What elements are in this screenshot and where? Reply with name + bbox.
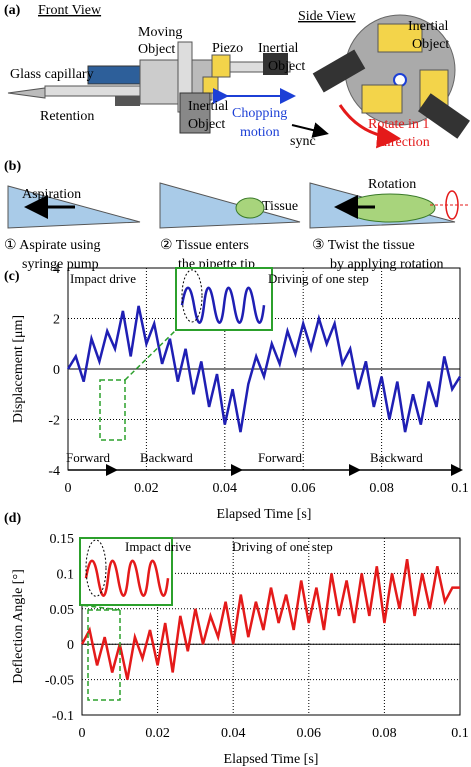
label: Piezo [212, 41, 243, 56]
y-tick-label: -0.1 [52, 709, 74, 724]
x-tick-label: 0.02 [145, 726, 170, 741]
x-tick-label: 0 [65, 481, 72, 496]
label: sync [290, 134, 316, 149]
inset-highlight [181, 269, 203, 323]
x-tick-label: 0.02 [134, 481, 159, 496]
x-tick-label: 0.1 [451, 726, 469, 741]
label: Tissue [262, 199, 298, 214]
caption: syringe pump [22, 257, 99, 272]
label: Object [268, 59, 305, 74]
annotation: Impact drive [70, 271, 136, 286]
annotation: Backward [140, 450, 193, 465]
y-tick-label: 0.05 [50, 603, 75, 618]
label: Rotation [368, 177, 416, 192]
y-tick-label: -2 [48, 414, 60, 429]
caption: ① Aspirate using [4, 238, 101, 253]
y-tick-label: 0.1 [57, 567, 75, 582]
label: Inertial [188, 99, 229, 114]
x-tick-label: 0.06 [297, 726, 322, 741]
panel-a-drawing [7, 14, 470, 149]
x-tick-label: 0 [79, 726, 86, 741]
label: Chopping [232, 106, 287, 121]
caption: ② Tissue enters [160, 238, 249, 253]
panel-label: (c) [4, 269, 20, 284]
label: direction [380, 135, 430, 150]
label: Glass capillary [10, 67, 94, 82]
label: Object [412, 37, 449, 52]
y-tick-label: 4 [53, 262, 60, 277]
panel-label: (a) [4, 3, 21, 18]
zoom-link [79, 604, 121, 611]
y-tick-label: 0.15 [50, 532, 75, 547]
annotation: Forward [258, 450, 303, 465]
annotation: Forward [66, 450, 111, 465]
y-tick-label: 0 [53, 363, 60, 378]
x-tick-label: 0.04 [213, 481, 238, 496]
y-tick-label: -4 [48, 464, 60, 479]
panel-b-drawing [7, 182, 470, 229]
data-line [80, 559, 460, 680]
caption: ③ Twist the tissue [312, 238, 415, 253]
x-tick-label: 0.08 [369, 481, 394, 496]
label: Object [138, 42, 175, 57]
label: Inertial [408, 19, 449, 34]
y-tick-label: 0 [67, 638, 74, 653]
zoom-box [87, 609, 121, 701]
x-axis-label: Elapsed Time [s] [224, 752, 319, 767]
x-axis-label: Elapsed Time [s] [217, 507, 312, 522]
x-tick-label: 0.1 [451, 481, 469, 496]
panel-a-text: (a) Front View Side View Moving Object P… [4, 3, 449, 150]
label: Object [188, 117, 225, 132]
y-tick-label: 2 [53, 313, 60, 328]
panel-label: (b) [4, 159, 21, 174]
label: Inertial [258, 41, 299, 56]
annotation: Backward [370, 450, 423, 465]
annotation: Driving of one step [232, 539, 333, 554]
annotation: Impact drive [125, 539, 191, 554]
label: Retention [40, 109, 94, 124]
x-tick-label: 0.08 [372, 726, 397, 741]
y-axis-label: Displacement [μm] [11, 315, 26, 423]
y-axis-label: Deflection Angle [°] [11, 569, 26, 683]
panel-b-text: (b) Aspiration Tissue Rotation ① Aspirat… [4, 159, 444, 272]
view-title: Front View [38, 3, 102, 18]
panel-label: (d) [4, 511, 21, 526]
y-tick-label: -0.05 [45, 674, 74, 689]
zoom-box [99, 379, 126, 441]
inset-highlight [85, 539, 107, 597]
annotation: Driving of one step [268, 271, 369, 286]
caption: by applying rotation [330, 257, 444, 272]
inset-wave [180, 286, 266, 324]
label: Rotate in 1 [368, 117, 429, 132]
label: Moving [138, 25, 182, 40]
label: motion [240, 125, 280, 140]
x-tick-label: 0.04 [221, 726, 246, 741]
x-tick-label: 0.06 [291, 481, 316, 496]
zoom-link [124, 329, 177, 381]
label: Aspiration [22, 187, 81, 202]
view-title: Side View [298, 9, 357, 24]
data-line [66, 305, 462, 433]
